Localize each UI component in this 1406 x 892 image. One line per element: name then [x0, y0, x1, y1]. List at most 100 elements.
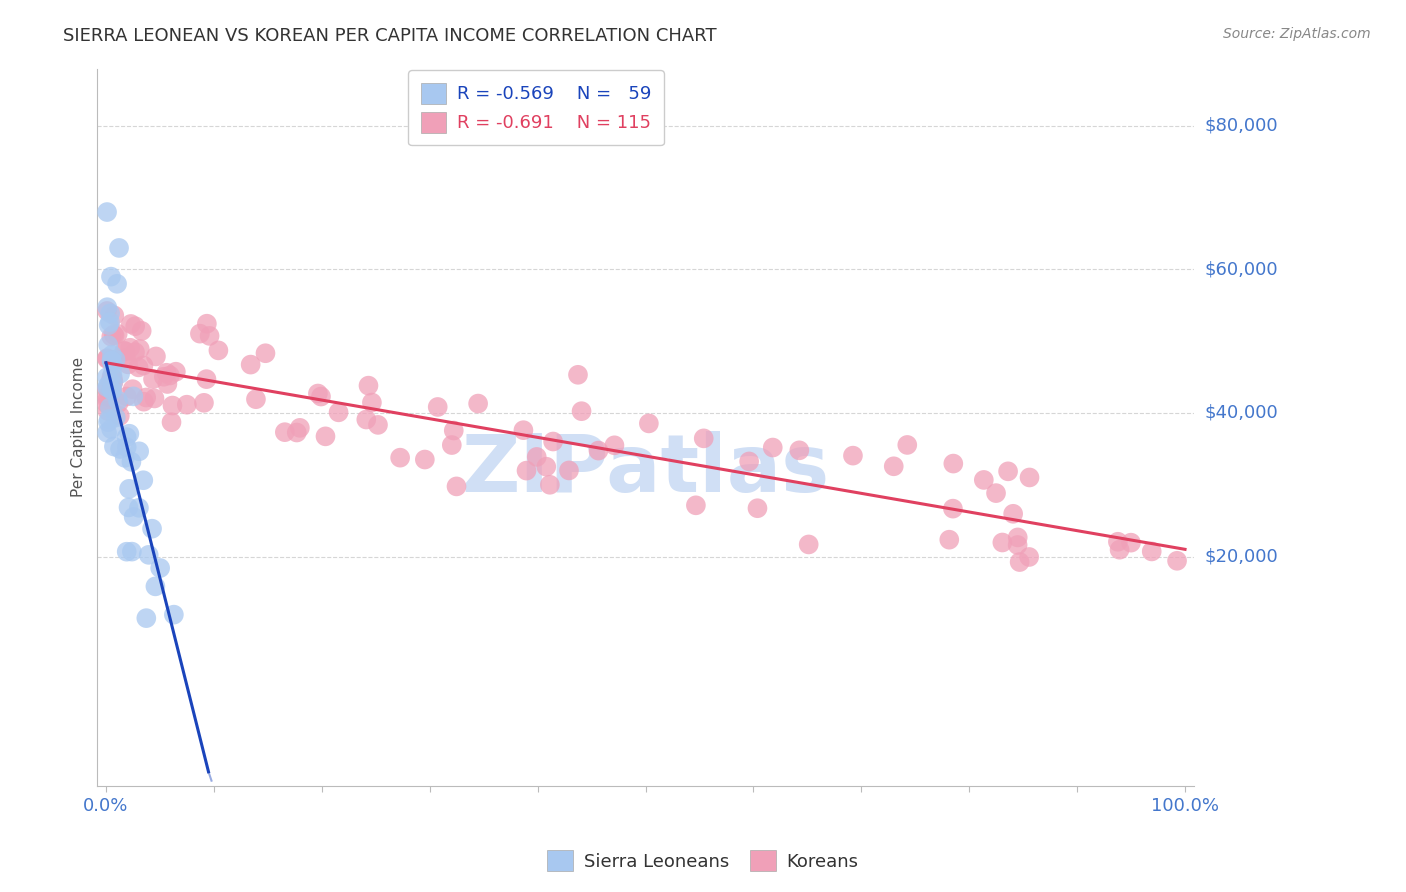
Point: [797, 537, 820, 551]
Text: $20,000: $20,000: [1205, 548, 1278, 566]
Point: [97, 338, 120, 352]
Point: [984, 486, 1007, 500]
Point: [100, 269, 122, 284]
Point: [1119, 535, 1142, 549]
Point: [413, 452, 436, 467]
Point: [389, 450, 412, 465]
Point: [108, 367, 131, 381]
Point: [198, 329, 221, 343]
Point: [128, 342, 150, 356]
Point: [541, 434, 564, 449]
Point: [309, 390, 332, 404]
Point: [122, 389, 145, 403]
Point: [100, 422, 122, 436]
Point: [842, 449, 865, 463]
Point: [103, 327, 125, 342]
Point: [120, 341, 142, 355]
Point: [120, 317, 142, 331]
Point: [195, 372, 218, 386]
Point: [239, 358, 262, 372]
Point: [245, 392, 267, 407]
Point: [96, 370, 118, 384]
Point: [117, 358, 139, 372]
Point: [97, 415, 120, 429]
Point: [188, 326, 211, 341]
Point: [1140, 544, 1163, 558]
Point: [107, 396, 129, 410]
Point: [101, 354, 124, 368]
Point: [104, 410, 127, 425]
Point: [165, 365, 187, 379]
Point: [1107, 534, 1129, 549]
Point: [97, 378, 120, 392]
Point: [155, 366, 177, 380]
Point: [97, 412, 120, 426]
Point: [100, 353, 122, 368]
Point: [104, 352, 127, 367]
Point: [536, 459, 558, 474]
Point: [96, 397, 118, 411]
Point: [98, 401, 121, 415]
Point: [160, 415, 183, 429]
Point: [132, 394, 155, 409]
Point: [105, 277, 128, 291]
Point: [571, 404, 593, 418]
Point: [142, 372, 165, 386]
Point: [991, 535, 1014, 549]
Point: [693, 431, 716, 445]
Point: [143, 392, 166, 406]
Point: [195, 317, 218, 331]
Text: Source: ZipAtlas.com: Source: ZipAtlas.com: [1223, 27, 1371, 41]
Point: [103, 309, 125, 323]
Text: $60,000: $60,000: [1205, 260, 1278, 278]
Point: [104, 328, 127, 343]
Point: [159, 368, 181, 383]
Point: [96, 425, 118, 440]
Point: [97, 318, 120, 333]
Point: [101, 359, 124, 373]
Text: ZIPatlas: ZIPatlas: [461, 432, 830, 509]
Point: [367, 417, 389, 432]
Point: [107, 393, 129, 408]
Point: [96, 304, 118, 318]
Point: [176, 398, 198, 412]
Point: [96, 390, 118, 404]
Point: [96, 205, 118, 219]
Point: [128, 444, 150, 458]
Point: [96, 351, 118, 365]
Point: [96, 380, 118, 394]
Point: [328, 405, 350, 419]
Point: [214, 874, 236, 888]
Point: [512, 423, 534, 437]
Point: [211, 869, 233, 883]
Point: [1166, 554, 1188, 568]
Point: [361, 395, 384, 409]
Point: [1007, 530, 1029, 544]
Point: [1007, 538, 1029, 552]
Point: [101, 384, 124, 398]
Point: [738, 454, 761, 468]
Point: [467, 396, 489, 410]
Point: [124, 345, 146, 359]
Point: [100, 374, 122, 388]
Point: [938, 533, 960, 547]
Point: [107, 326, 129, 341]
Point: [163, 607, 186, 622]
Point: [131, 324, 153, 338]
Point: [101, 368, 124, 382]
Point: [356, 412, 378, 426]
Point: [567, 368, 589, 382]
Point: [101, 371, 124, 385]
Point: [443, 424, 465, 438]
Y-axis label: Per Capita Income: Per Capita Income: [72, 358, 86, 498]
Point: [883, 459, 905, 474]
Point: [121, 382, 143, 396]
Point: [149, 561, 172, 575]
Point: [1108, 542, 1130, 557]
Legend: Sierra Leoneans, Koreans: Sierra Leoneans, Koreans: [540, 843, 866, 879]
Point: [108, 241, 131, 255]
Point: [153, 369, 176, 384]
Point: [1002, 507, 1025, 521]
Point: [1008, 555, 1031, 569]
Point: [98, 315, 121, 329]
